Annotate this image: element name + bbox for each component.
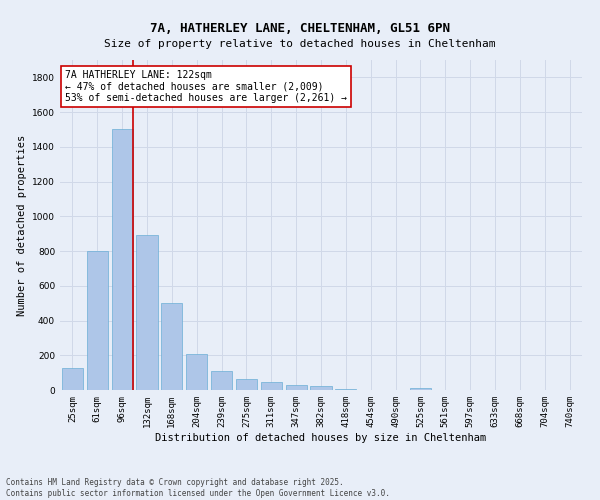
Text: 7A, HATHERLEY LANE, CHELTENHAM, GL51 6PN: 7A, HATHERLEY LANE, CHELTENHAM, GL51 6PN: [150, 22, 450, 36]
X-axis label: Distribution of detached houses by size in Cheltenham: Distribution of detached houses by size …: [155, 432, 487, 442]
Bar: [87, 251, 108, 390]
Bar: [261, 382, 282, 390]
Bar: [211, 371, 232, 390]
Y-axis label: Number of detached properties: Number of detached properties: [17, 134, 26, 316]
Text: Contains HM Land Registry data © Crown copyright and database right 2025.
Contai: Contains HM Land Registry data © Crown c…: [6, 478, 390, 498]
Bar: [236, 378, 257, 390]
Text: 7A HATHERLEY LANE: 122sqm
← 47% of detached houses are smaller (2,009)
53% of se: 7A HATHERLEY LANE: 122sqm ← 47% of detac…: [65, 70, 347, 103]
Bar: [335, 389, 356, 390]
Bar: [161, 303, 182, 390]
Bar: [136, 236, 158, 390]
Bar: [286, 385, 307, 390]
Bar: [410, 388, 431, 390]
Bar: [186, 354, 207, 390]
Text: Size of property relative to detached houses in Cheltenham: Size of property relative to detached ho…: [104, 39, 496, 49]
Bar: [112, 130, 133, 390]
Bar: [310, 386, 332, 390]
Bar: [62, 368, 83, 390]
